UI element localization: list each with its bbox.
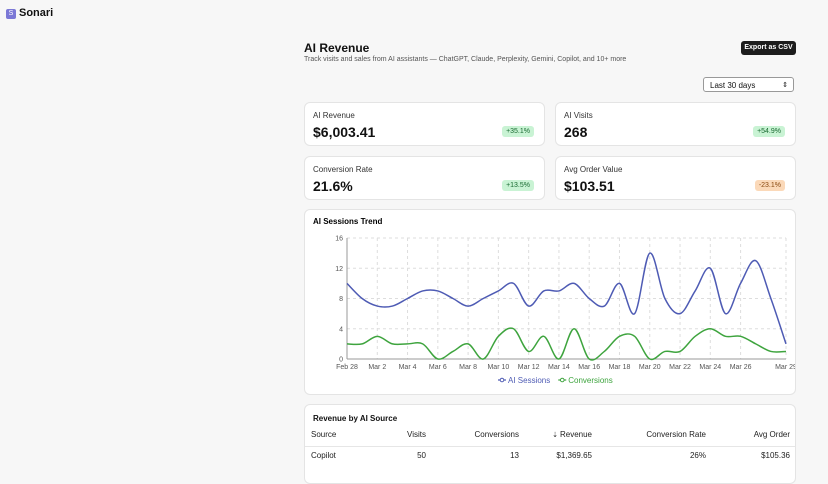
kpi-label: AI Revenue	[313, 111, 355, 120]
kpi-card: AI Revenue $6,003.41 +35.1%	[304, 102, 545, 146]
column-header: Conversions	[474, 430, 519, 439]
kpi-card: Avg Order Value $103.51 -23.1%	[555, 156, 796, 200]
table-card: Revenue by AI Source Source Visits Convers…	[304, 404, 796, 484]
table-cell: $1,369.65	[556, 451, 592, 460]
table-cell: 50	[417, 451, 426, 460]
x-tick-label: Mar 4	[399, 364, 417, 371]
x-tick-label: Mar 26	[730, 364, 752, 371]
legend-label: Conversions	[568, 376, 612, 385]
x-tick-label: Mar 2	[368, 364, 386, 371]
kpi-label: Avg Order Value	[564, 165, 623, 174]
legend-item: Conversions	[558, 376, 613, 385]
x-tick-label: Mar 20	[639, 364, 661, 371]
x-tick-label: Mar 8	[459, 364, 477, 371]
page: {"app": {"logo": "S", "name": "Sonari"},…	[6, 7, 796, 484]
x-tick-label: Mar 14	[548, 364, 570, 371]
legend-dot	[559, 377, 565, 383]
body: S Sonari AI Revenue Track visits and sal…	[6, 7, 796, 484]
kpi-change: +54.9%	[753, 126, 785, 137]
y-tick-label: 12	[335, 266, 343, 273]
y-tick-label: 4	[339, 326, 343, 333]
y-tick-label: 16	[335, 236, 343, 243]
sort-icon: ⇣	[552, 432, 558, 439]
column-header: Visits	[407, 430, 426, 439]
chart-title: AI Sessions Trend	[313, 217, 382, 226]
table-cell: 26%	[689, 451, 706, 460]
y-tick-label: 0	[339, 357, 343, 364]
table-title: Revenue by AI Source	[313, 414, 398, 423]
x-tick-label: Mar 12	[518, 364, 540, 371]
x-tick-label: Mar 16	[578, 364, 600, 371]
page-subtitle: Track visits and sales from AI assistant…	[304, 56, 627, 63]
chart: AI Sessions Trend 0 4 8 12 16 Feb 28 Mar 2 Mar …	[313, 217, 795, 385]
date-range-select[interactable]: Last 30 days ⇕	[703, 77, 794, 92]
line-series	[346, 252, 787, 345]
page-title: AI Revenue	[304, 41, 370, 55]
y-tick-label: 8	[339, 296, 343, 303]
kpi-value: 268	[564, 124, 588, 140]
table-cell: $105.36	[761, 451, 790, 460]
date-range-text: Last 30 days	[710, 81, 756, 90]
column-header: Source	[311, 430, 337, 439]
kpi-value: $6,003.41	[313, 124, 376, 140]
x-tick-label: Feb 28	[336, 364, 358, 371]
table-cell: 13	[510, 451, 519, 460]
x-tick-label: Mar 6	[429, 364, 447, 371]
kpi-change: +13.5%	[502, 180, 534, 191]
column-header: Conversion Rate	[646, 430, 706, 439]
select-icon: ⇕	[782, 82, 788, 89]
x-tick-label: Mar 24	[699, 364, 721, 371]
kpi-label: Conversion Rate	[313, 165, 373, 174]
column-header: Avg Order	[753, 430, 790, 439]
kpi-value: 21.6%	[313, 178, 353, 194]
logo: S	[6, 9, 16, 19]
legend-label: AI Sessions	[508, 376, 550, 385]
app-name[interactable]: Sonari	[19, 7, 54, 19]
x-tick-label: Mar 18	[609, 364, 631, 371]
kpi-label: AI Visits	[564, 111, 593, 120]
column-header[interactable]: ⇣ Revenue	[552, 430, 592, 439]
kpi-change: -23.1%	[754, 180, 785, 191]
row-divider	[305, 446, 795, 447]
legend-item: AI Sessions	[498, 376, 550, 385]
chart-card: AI Sessions Trend 0 4 8 12 16 Feb 28 Mar 2 Mar …	[304, 209, 796, 395]
export-button[interactable]: Export as CSV	[741, 41, 796, 55]
x-tick-label: Mar 22	[669, 364, 691, 371]
kpi-card: AI Visits 268 +54.9%	[555, 102, 796, 146]
x-tick-label: Mar 10	[487, 364, 509, 371]
line-series	[346, 327, 787, 361]
x-tick-label: Mar 29	[775, 364, 795, 371]
kpi-value: $103.51	[564, 178, 615, 194]
kpi-change: +35.1%	[502, 126, 534, 137]
legend-dot	[499, 377, 505, 383]
kpi-card: Conversion Rate 21.6% +13.5%	[304, 156, 545, 200]
table-cell: Copilot	[311, 451, 336, 460]
